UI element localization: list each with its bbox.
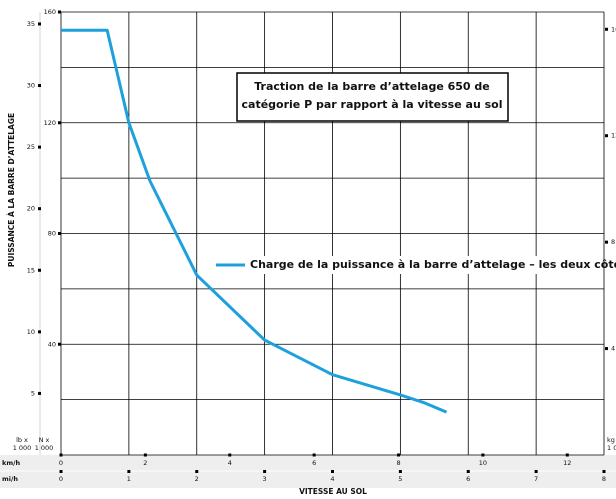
y3-unit: lb x <box>16 436 28 444</box>
y3-tick <box>38 84 41 88</box>
x2-tick-label: 0 <box>59 459 63 467</box>
y-tick-label: 80 <box>48 230 56 238</box>
title-box <box>236 72 509 122</box>
y2-tick-label: 12 <box>611 132 616 140</box>
x2-tick-label: 8 <box>396 459 400 467</box>
x2-tick-label: 4 <box>228 459 232 467</box>
chart-title: Traction de la barre d’attelage 650 de <box>254 80 489 93</box>
x-tick-label: 0 <box>59 475 63 483</box>
x-tick-label: 8 <box>602 475 606 483</box>
y-tick <box>58 121 61 125</box>
y2-unit: kg x <box>607 436 616 444</box>
series-line <box>61 28 448 414</box>
y-tick-label: 120 <box>44 119 56 127</box>
x-axis-title: VITESSE AU SOL <box>299 487 367 496</box>
x2-tick-label: 10 <box>479 459 487 467</box>
y2-tick <box>605 347 608 351</box>
y-unit: 1 000 <box>35 444 54 452</box>
x-tick-label: 6 <box>466 475 470 483</box>
x-tick <box>59 470 63 473</box>
y-tick-label: 40 <box>48 340 56 348</box>
y3-tick-label: 15 <box>27 266 35 274</box>
x-tick <box>263 470 267 473</box>
x-tick-label: 3 <box>263 475 267 483</box>
y2-unit: 1 000 <box>607 444 616 452</box>
y2-tick-label: 4 <box>611 345 615 353</box>
x-tick <box>195 470 199 473</box>
chart-title: catégorie P par rapport à la vitesse au … <box>242 98 503 111</box>
y-tick <box>58 10 61 14</box>
y-tick <box>58 232 61 235</box>
y-tick-label: 160 <box>44 8 56 16</box>
x-tick <box>602 470 606 473</box>
x2-tick <box>312 453 316 457</box>
y-unit: N x <box>39 436 50 444</box>
y-axis-title: PUISSANCE À LA BARRE D’ATTELAGE <box>7 113 16 267</box>
x-unit: mi/h <box>2 475 18 483</box>
x-tick <box>534 470 538 473</box>
x-tick <box>398 470 402 473</box>
y2-tick-label: 8 <box>611 238 615 246</box>
x2-tick-label: 6 <box>312 459 316 467</box>
y-tick <box>58 342 61 346</box>
y2-tick-label: 16 <box>611 25 616 33</box>
y3-tick-label: 25 <box>27 143 35 151</box>
x-tick-label: 1 <box>127 475 131 483</box>
y3-tick-label: 30 <box>27 82 35 90</box>
y3-tick-label: 20 <box>27 205 35 213</box>
x2-tick <box>397 453 401 457</box>
y3-tick <box>38 330 41 334</box>
legend-label: Charge de la puissance à la barre d’atte… <box>250 258 616 271</box>
y3-tick <box>38 145 41 149</box>
x-tick <box>331 470 334 473</box>
y3-tick <box>38 207 41 211</box>
y3-tick-label: 10 <box>27 328 35 336</box>
y3-unit: 1 000 <box>13 444 32 452</box>
x2-tick <box>228 453 232 457</box>
x2-tick <box>565 453 569 457</box>
y3-tick <box>38 391 41 395</box>
y2-tick <box>605 27 608 31</box>
x2-tick <box>59 453 63 457</box>
x-tick-label: 7 <box>534 475 538 483</box>
x-tick <box>466 470 470 473</box>
x-tick-label: 4 <box>330 475 334 483</box>
y2-tick <box>605 134 608 138</box>
x2-tick-label: 12 <box>563 459 571 467</box>
y3-tick-label: 35 <box>27 20 35 28</box>
x2-tick <box>143 453 147 457</box>
y3-tick <box>38 22 41 26</box>
x-tick <box>127 470 131 473</box>
x2-tick-label: 2 <box>143 459 147 467</box>
x-tick-label: 2 <box>195 475 199 483</box>
y3-tick <box>38 268 41 272</box>
x2-tick <box>481 453 485 457</box>
y2-tick <box>605 240 608 244</box>
x-tick-label: 5 <box>398 475 402 483</box>
y3-tick-label: 5 <box>31 389 35 397</box>
legend-bg <box>213 256 601 274</box>
x2-unit: km/h <box>2 459 20 467</box>
